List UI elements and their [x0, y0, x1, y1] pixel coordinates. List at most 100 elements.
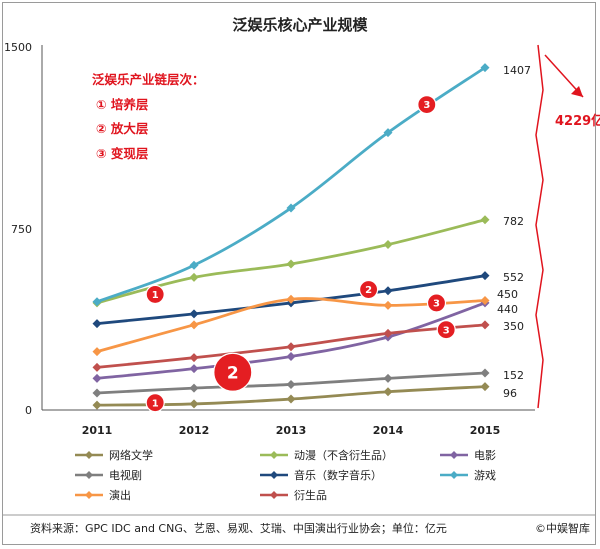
data-point [92, 297, 102, 307]
legend-item: 游戏 [440, 469, 496, 482]
legend-swatch-marker [270, 451, 278, 459]
data-point [189, 383, 199, 393]
layer-badge: 1 [145, 393, 165, 413]
annotation-item: ① 培养层 [96, 97, 149, 112]
data-point [189, 260, 199, 270]
layer-badge: 2 [213, 352, 253, 392]
data-point [383, 328, 393, 338]
series-line [96, 301, 486, 380]
series-3 [92, 368, 490, 398]
badge-number: 3 [443, 325, 450, 336]
data-point [480, 368, 490, 378]
annotation-title: 泛娱乐产业链层次： [92, 72, 205, 87]
y-tick-label: 0 [25, 404, 32, 417]
data-point [92, 362, 102, 372]
badge-circle [436, 320, 456, 340]
value-label-tv: 152 [503, 369, 524, 382]
data-point [92, 319, 102, 329]
data-point [480, 320, 490, 330]
data-point [480, 382, 490, 392]
legend-item: 动漫（不含衍生品） [260, 448, 393, 462]
legend-swatch-marker [85, 471, 93, 479]
badge-circle [145, 284, 165, 305]
legend-swatch-marker [450, 471, 458, 479]
badge-circle [417, 95, 437, 115]
value-label-performance: 450 [497, 288, 518, 301]
badge-number: 1 [152, 398, 159, 409]
x-tick-label: 2012 [179, 424, 210, 437]
legend-label: 音乐（数字音乐） [294, 468, 382, 482]
layer-badge: 3 [426, 293, 447, 313]
badge-circle [213, 352, 253, 392]
layer-badge: 1 [145, 284, 165, 305]
data-point [383, 373, 393, 383]
total-label: 4229亿 [555, 113, 600, 129]
data-point [286, 394, 296, 404]
y-tick-label: 750 [11, 223, 32, 236]
layer-badge: 3 [436, 320, 456, 340]
legend-item: 电影 [440, 449, 496, 462]
legend-label: 电影 [474, 449, 496, 462]
chart-frame [2, 2, 596, 545]
data-point [92, 400, 102, 410]
data-point [383, 387, 393, 397]
data-point [286, 342, 296, 352]
end-labels: 1407 782 552 450 440 350 152 96 [497, 64, 531, 400]
data-point [383, 300, 393, 310]
x-tick-label: 2013 [276, 424, 307, 437]
data-point [92, 373, 102, 383]
annotation-item: ② 放大层 [96, 121, 149, 136]
legend-item: 演出 [75, 488, 131, 502]
data-point [189, 272, 199, 282]
legend-item: 音乐（数字音乐） [260, 468, 382, 482]
layer-badge: 3 [417, 95, 437, 115]
badge-number: 2 [227, 363, 239, 383]
legend-item: 电视剧 [75, 468, 142, 482]
series-6 [92, 294, 490, 357]
value-label-merch: 350 [503, 320, 524, 333]
data-point [92, 388, 102, 398]
x-tick-label: 2014 [373, 424, 404, 437]
legend-label: 游戏 [474, 469, 496, 482]
data-point [286, 203, 296, 213]
total-bracket: 4229亿 [535, 44, 600, 409]
badge-circle [359, 279, 379, 300]
series-2 [92, 298, 490, 383]
data-point [92, 347, 102, 357]
data-point [286, 379, 296, 389]
data-point [189, 309, 199, 319]
value-label-games: 1407 [503, 64, 531, 77]
data-point [286, 351, 296, 361]
badge-number: 1 [152, 290, 159, 301]
source-note: 资料来源：GPC IDC and CNG、艺恩、易观、艾瑞、中国演出行业协会；单… [30, 521, 447, 535]
legend-label: 动漫（不含衍生品） [294, 448, 393, 462]
badge-layer: 1 1 2 2 3 3 3 [145, 95, 456, 413]
value-label-film: 440 [497, 303, 518, 316]
data-point [480, 296, 490, 305]
badge-circle [145, 393, 165, 413]
axes: 0 750 1500 2011 2012 2013 2014 2015 [4, 41, 535, 437]
badge-circle [426, 293, 447, 313]
annotation-item: ③ 变现层 [96, 146, 149, 161]
data-point [189, 399, 199, 409]
x-tick-label: 2015 [470, 424, 501, 437]
badge-number: 3 [423, 100, 430, 111]
value-label-anime: 782 [503, 215, 524, 228]
legend-swatch-marker [85, 491, 93, 499]
legend-swatch-marker [270, 471, 278, 479]
data-point [480, 215, 490, 225]
legend-item: 衍生品 [260, 488, 327, 502]
legend-item: 网络文学 [75, 448, 153, 462]
legend-swatch-marker [270, 491, 278, 499]
y-tick-label: 1500 [4, 41, 32, 54]
legend-swatch-marker [85, 451, 93, 459]
data-point [383, 286, 393, 296]
legend-label: 演出 [109, 488, 131, 502]
data-point [189, 320, 199, 330]
layer-annotation: 泛娱乐产业链层次： ① 培养层 ② 放大层 ③ 变现层 [92, 72, 205, 161]
value-label-music: 552 [503, 271, 524, 284]
data-point [189, 353, 199, 363]
copyright: ©中娱智库 [535, 521, 590, 535]
